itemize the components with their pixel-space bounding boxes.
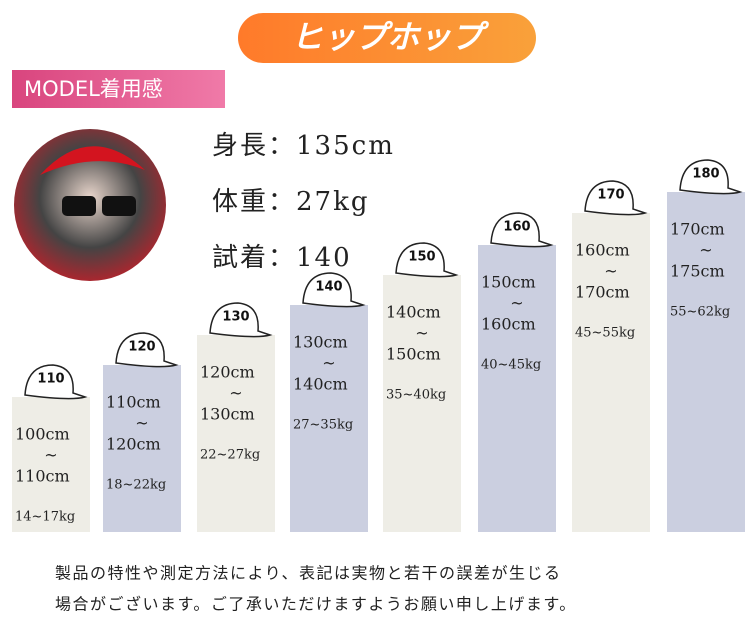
weight-range: 18~22kg (106, 478, 166, 493)
height-range: ~ (604, 262, 617, 281)
model-stat: 試着：140 (212, 243, 352, 273)
footnote: 場合がございます。ご了承いただけますようお願い申し上げます。 (55, 595, 577, 614)
cap-label: 150 (408, 250, 435, 265)
cap-label: 140 (315, 280, 342, 295)
model-stat: 体重：27kg (212, 187, 369, 217)
cap-label: 120 (128, 340, 155, 355)
cap-icon (24, 364, 88, 400)
height-range: 140cm (386, 303, 441, 322)
model-stat: 身長：135cm (212, 131, 395, 161)
sunglasses (102, 196, 136, 216)
height-range: 160cm (481, 315, 536, 334)
height-range: ~ (699, 241, 712, 260)
size-column (197, 335, 275, 532)
badge (12, 70, 225, 108)
height-range: 150cm (481, 273, 536, 292)
height-range: ~ (415, 324, 428, 343)
height-range: ~ (510, 294, 523, 313)
height-range: 160cm (575, 241, 630, 260)
weight-range: 14~17kg (15, 510, 75, 525)
cap-icon (302, 272, 366, 308)
height-range: 130cm (200, 405, 255, 424)
height-range: 110cm (15, 467, 70, 486)
height-range: 110cm (106, 393, 161, 412)
cap-icon (584, 180, 648, 216)
size-column (383, 275, 461, 532)
size-column (667, 192, 745, 532)
height-range: 150cm (386, 345, 441, 364)
height-range: 100cm (15, 425, 70, 444)
height-range: ~ (322, 354, 335, 373)
cap-label: 160 (503, 220, 530, 235)
cap-label: 180 (692, 167, 719, 182)
height-range: 140cm (293, 375, 348, 394)
weight-range: 55~62kg (670, 305, 730, 320)
footnote: 製品の特性や測定方法により、表記は実物と若干の誤差が生じる (55, 564, 562, 583)
size-column (478, 245, 556, 532)
size-column (290, 305, 368, 532)
cap-icon (209, 302, 273, 338)
weight-range: 45~55kg (575, 326, 635, 341)
height-range: 170cm (670, 220, 725, 239)
weight-range: 22~27kg (200, 448, 260, 463)
sunglasses (62, 196, 96, 216)
cap-icon (490, 212, 554, 248)
cap-label: 110 (37, 372, 64, 387)
cap-icon (395, 242, 459, 278)
height-range: 120cm (106, 435, 161, 454)
cap-label: 170 (597, 188, 624, 203)
cap-label: 130 (222, 310, 249, 325)
size-column (572, 213, 650, 532)
cap-icon (679, 159, 743, 195)
weight-range: 40~45kg (481, 358, 541, 373)
size-column (103, 365, 181, 532)
weight-range: 35~40kg (386, 388, 446, 403)
height-range: ~ (44, 446, 57, 465)
height-range: 130cm (293, 333, 348, 352)
size-column (12, 397, 90, 532)
title-pill (238, 13, 536, 63)
height-range: 170cm (575, 283, 630, 302)
cap-icon (115, 332, 179, 368)
height-range: ~ (135, 414, 148, 433)
badge-text: MODEL着用感 (24, 77, 163, 101)
height-range: 120cm (200, 363, 255, 382)
weight-range: 27~35kg (293, 418, 353, 433)
height-range: ~ (229, 384, 242, 403)
height-range: 175cm (670, 262, 725, 281)
title: ヒップホップ (291, 18, 490, 56)
headband (40, 146, 145, 175)
